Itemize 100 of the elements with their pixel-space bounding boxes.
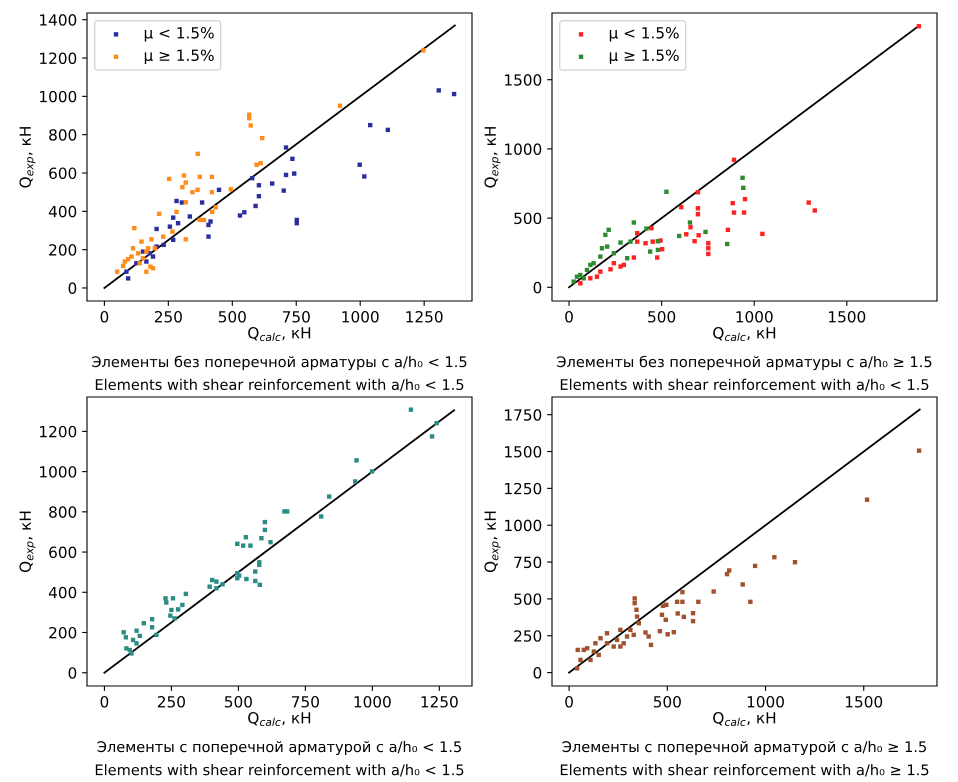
point bbox=[248, 123, 253, 128]
point bbox=[284, 509, 290, 514]
point bbox=[195, 188, 200, 192]
point bbox=[634, 608, 639, 612]
point bbox=[144, 269, 149, 274]
point bbox=[256, 183, 262, 188]
point bbox=[149, 237, 154, 242]
point bbox=[244, 576, 249, 582]
point bbox=[156, 212, 162, 216]
point bbox=[362, 174, 366, 179]
point bbox=[916, 448, 922, 453]
point bbox=[190, 190, 195, 194]
point bbox=[649, 226, 654, 230]
point bbox=[581, 276, 586, 280]
point bbox=[588, 658, 593, 662]
point bbox=[327, 494, 332, 499]
point bbox=[634, 230, 640, 236]
point bbox=[253, 578, 258, 584]
point bbox=[368, 122, 372, 128]
point bbox=[250, 176, 254, 180]
y-tick-label: 1400 bbox=[40, 14, 76, 26]
y-tick-label: 1500 bbox=[505, 74, 542, 86]
y-tick-label: 800 bbox=[49, 506, 76, 518]
legend-label: μ ≥ 1.5% bbox=[144, 49, 214, 64]
y-axis-title: Q$_{exp}$, кН bbox=[19, 127, 36, 188]
point bbox=[604, 244, 610, 249]
point bbox=[650, 239, 655, 244]
point bbox=[253, 204, 258, 208]
point bbox=[163, 596, 168, 601]
point bbox=[358, 162, 362, 167]
point bbox=[598, 269, 603, 274]
point bbox=[740, 176, 745, 180]
point bbox=[184, 200, 188, 205]
point bbox=[604, 641, 610, 646]
y-tick-label: 1200 bbox=[40, 426, 76, 438]
y-tick-label: 1000 bbox=[40, 90, 76, 102]
point bbox=[612, 251, 616, 256]
point bbox=[672, 630, 676, 634]
point bbox=[676, 611, 680, 616]
point bbox=[706, 252, 710, 256]
point bbox=[622, 641, 626, 646]
point bbox=[730, 200, 735, 206]
text: Elements with shear reinforcement with a/h₀ ≥ 1.5 bbox=[560, 764, 928, 776]
point bbox=[124, 635, 128, 640]
point bbox=[658, 628, 662, 634]
point bbox=[648, 249, 652, 254]
point bbox=[210, 174, 214, 180]
point bbox=[188, 214, 192, 219]
point bbox=[166, 176, 172, 182]
point bbox=[241, 543, 246, 548]
y-tick-label: 1500 bbox=[505, 446, 542, 458]
point bbox=[206, 234, 211, 239]
point bbox=[632, 600, 637, 606]
point bbox=[253, 569, 258, 574]
point bbox=[703, 230, 708, 234]
point bbox=[122, 630, 126, 634]
y-tick-label: 250 bbox=[514, 630, 542, 642]
point bbox=[258, 161, 263, 166]
x-tick-label: 1250 bbox=[406, 310, 443, 323]
point bbox=[171, 238, 176, 242]
point bbox=[628, 628, 633, 632]
text: Elements with shear reinforcement with a/h₀ < 1.5 bbox=[560, 378, 928, 392]
point bbox=[198, 174, 202, 180]
point bbox=[180, 602, 185, 608]
x-tick-label: 1000 bbox=[736, 310, 773, 323]
point bbox=[864, 498, 870, 502]
text: Elements with shear reinforcement with a/h₀ < 1.5 bbox=[96, 764, 464, 776]
y-tick-label: 0 bbox=[68, 667, 76, 679]
point bbox=[677, 234, 682, 238]
point bbox=[136, 251, 140, 256]
point bbox=[660, 612, 664, 618]
point bbox=[294, 221, 299, 226]
point bbox=[154, 632, 159, 638]
point bbox=[706, 246, 710, 250]
point bbox=[654, 255, 660, 260]
point bbox=[172, 616, 177, 621]
point bbox=[812, 208, 817, 213]
y-tick-label: 0 bbox=[534, 667, 542, 679]
x-tick-label: 500 bbox=[648, 310, 676, 323]
y-tick-label: 1000 bbox=[505, 520, 542, 532]
x-tick-label: 0 bbox=[100, 696, 108, 708]
point bbox=[260, 136, 264, 140]
point bbox=[696, 600, 701, 604]
point bbox=[634, 614, 640, 619]
point bbox=[624, 256, 630, 260]
y-tick-label: 500 bbox=[514, 212, 542, 224]
point bbox=[196, 152, 200, 156]
point bbox=[134, 628, 139, 633]
point bbox=[632, 596, 637, 601]
y-tick-label: 0 bbox=[68, 282, 76, 294]
x-axis-title: Q$_{calc}$, кН bbox=[248, 327, 310, 342]
point bbox=[574, 666, 580, 671]
y-tick-label: 400 bbox=[48, 586, 76, 598]
point bbox=[696, 206, 700, 210]
y-tick-label: 400 bbox=[48, 206, 76, 218]
point bbox=[130, 638, 136, 642]
text: Elements with shear reinforcement with a/h₀ < 1.5 bbox=[96, 378, 464, 392]
point bbox=[202, 218, 206, 222]
point bbox=[632, 255, 636, 260]
legend-label: μ < 1.5% bbox=[610, 27, 679, 42]
